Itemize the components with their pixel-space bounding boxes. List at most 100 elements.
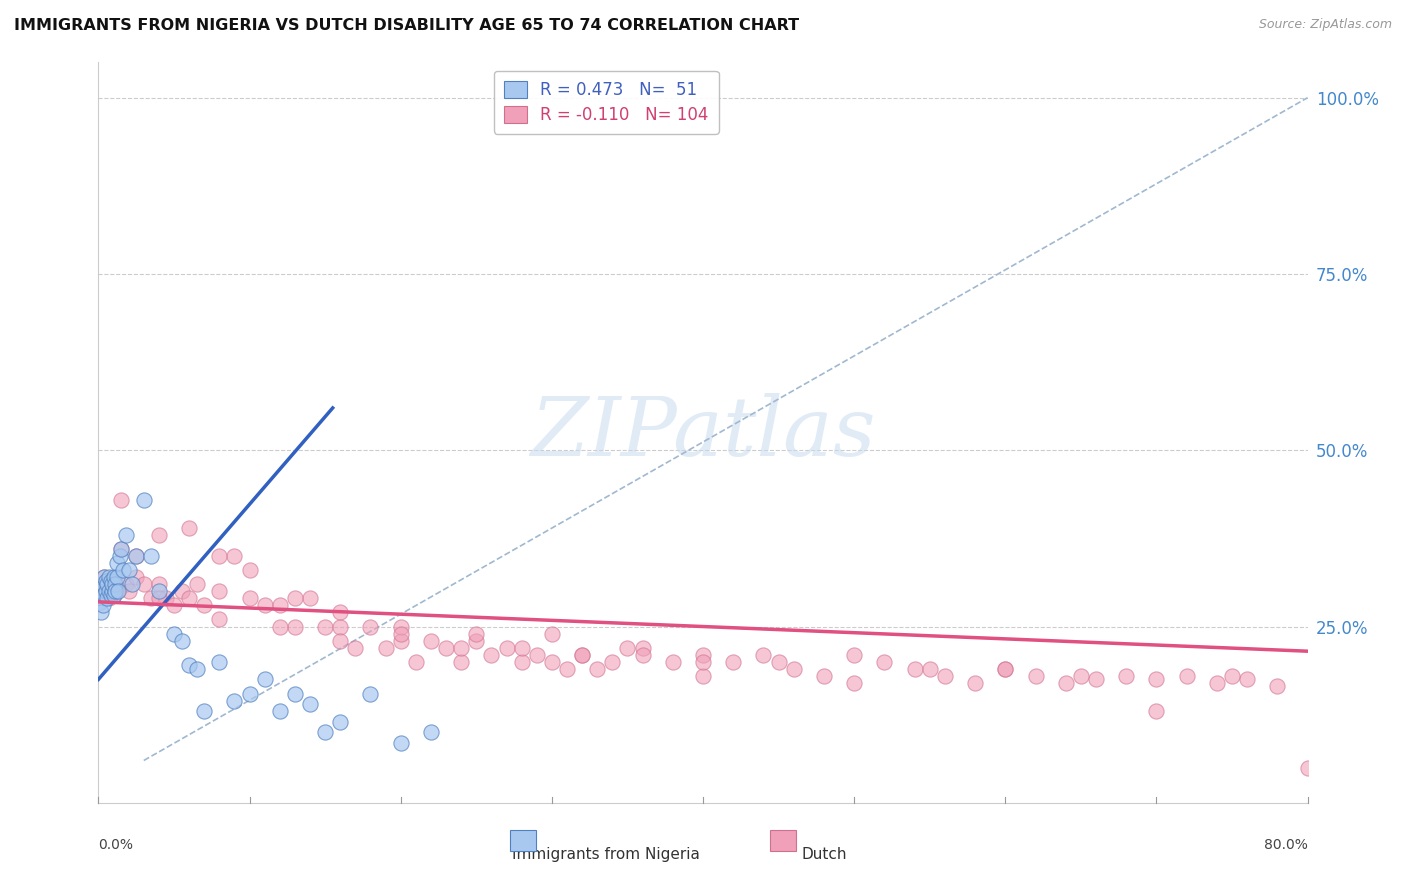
Point: [269, 599, 291, 613]
Point: [329, 633, 352, 648]
Point: [239, 591, 262, 606]
FancyBboxPatch shape: [769, 830, 796, 851]
Point: [110, 541, 132, 556]
Point: [98, 591, 121, 606]
Point: [193, 599, 215, 613]
Point: [125, 549, 148, 563]
Point: [1267, 680, 1289, 694]
Point: [224, 549, 246, 563]
Point: [208, 549, 231, 563]
Point: [329, 606, 352, 620]
Point: [108, 549, 131, 563]
Legend: R = 0.473   N=  51, R = -0.110   N= 104: R = 0.473 N= 51, R = -0.110 N= 104: [494, 70, 718, 134]
Point: [526, 648, 548, 662]
Point: [723, 655, 745, 669]
Point: [374, 640, 396, 655]
Point: [540, 626, 562, 640]
Point: [148, 584, 170, 599]
Point: [360, 686, 382, 700]
Point: [163, 626, 186, 640]
Point: [1296, 760, 1319, 774]
Point: [495, 640, 517, 655]
Point: [208, 655, 231, 669]
Point: [1144, 704, 1167, 718]
Point: [125, 549, 148, 563]
Point: [110, 541, 132, 556]
Point: [100, 574, 122, 588]
Point: [450, 640, 472, 655]
Point: [193, 704, 215, 718]
Point: [329, 714, 352, 729]
Point: [94, 584, 117, 599]
Point: [314, 725, 336, 739]
Point: [224, 693, 246, 707]
Point: [91, 599, 114, 613]
FancyBboxPatch shape: [509, 830, 536, 851]
Point: [105, 556, 128, 570]
Point: [1206, 676, 1229, 690]
Point: [105, 584, 128, 599]
Point: [170, 584, 193, 599]
Point: [103, 588, 125, 602]
Point: [768, 655, 790, 669]
Text: Source: ZipAtlas.com: Source: ZipAtlas.com: [1258, 18, 1392, 31]
Point: [114, 577, 136, 591]
Point: [450, 655, 472, 669]
Point: [132, 577, 155, 591]
Point: [118, 563, 141, 577]
Point: [389, 736, 412, 750]
Point: [692, 655, 714, 669]
Point: [101, 577, 124, 591]
Text: 0.0%: 0.0%: [98, 838, 134, 852]
Point: [389, 619, 412, 633]
Point: [91, 577, 114, 591]
Point: [510, 655, 533, 669]
Point: [98, 584, 121, 599]
Point: [783, 662, 806, 676]
Point: [299, 697, 322, 711]
Point: [94, 574, 117, 588]
Point: [965, 676, 987, 690]
Point: [994, 662, 1017, 676]
Point: [148, 528, 170, 542]
Point: [90, 584, 112, 599]
Point: [389, 626, 412, 640]
Point: [269, 704, 291, 718]
Point: [602, 655, 624, 669]
Point: [571, 648, 593, 662]
Text: 80.0%: 80.0%: [1264, 838, 1308, 852]
Point: [148, 577, 170, 591]
Point: [239, 563, 262, 577]
Point: [389, 633, 412, 648]
Point: [904, 662, 927, 676]
Point: [104, 577, 127, 591]
Point: [89, 595, 111, 609]
Point: [163, 599, 186, 613]
Point: [101, 584, 124, 599]
Point: [1175, 669, 1198, 683]
Point: [208, 612, 231, 626]
Point: [94, 584, 117, 599]
Point: [253, 673, 276, 687]
Point: [510, 640, 533, 655]
Point: [96, 577, 118, 591]
Point: [93, 588, 115, 602]
Point: [141, 591, 163, 606]
Point: [186, 662, 208, 676]
Point: [111, 563, 134, 577]
Point: [555, 662, 578, 676]
Point: [692, 648, 714, 662]
Point: [360, 619, 382, 633]
Point: [253, 599, 276, 613]
Point: [100, 584, 122, 599]
Point: [873, 655, 896, 669]
Point: [132, 492, 155, 507]
Point: [179, 591, 201, 606]
Text: IMMIGRANTS FROM NIGERIA VS DUTCH DISABILITY AGE 65 TO 74 CORRELATION CHART: IMMIGRANTS FROM NIGERIA VS DUTCH DISABIL…: [14, 18, 799, 33]
Point: [110, 492, 132, 507]
Point: [170, 633, 193, 648]
Point: [155, 591, 177, 606]
Point: [692, 669, 714, 683]
Point: [284, 619, 307, 633]
Point: [103, 588, 125, 602]
